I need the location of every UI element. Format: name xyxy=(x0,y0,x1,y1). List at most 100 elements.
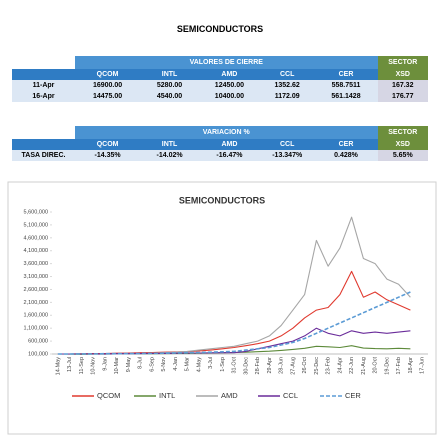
cell: 5280.00 xyxy=(140,80,199,91)
cell: 561.1428 xyxy=(314,91,378,102)
x-tick-label: 28-Feb xyxy=(255,357,261,374)
row-label: 16-Apr xyxy=(12,91,76,102)
x-tick-label: 10-Mar xyxy=(114,357,120,375)
column-header: CER xyxy=(314,69,378,80)
x-tick-label: 4-Jan xyxy=(173,357,179,371)
y-tick-label: 1,100,000 xyxy=(24,326,48,332)
x-tick-label: 29-Apr xyxy=(267,357,273,374)
blank-cell xyxy=(12,69,76,80)
series-line xyxy=(57,291,411,355)
x-tick-label: 14-May xyxy=(55,357,61,376)
x-tick-label: 20-Oct xyxy=(373,357,379,374)
group-header: VARIACION % xyxy=(75,126,378,139)
x-tick-label: 3-Jul xyxy=(208,357,214,369)
y-tick-label: 600,000 xyxy=(28,339,48,345)
y-tick-label: 2,600,000 xyxy=(24,287,48,293)
column-header-row: QCOM INTL AMD CCL CER XSD xyxy=(12,139,428,150)
column-header: CCL xyxy=(259,69,315,80)
cell: 176.77 xyxy=(377,91,428,102)
cell: 558.7511 xyxy=(314,80,378,91)
cell: 4540.00 xyxy=(140,91,199,102)
legend-label: CER xyxy=(345,391,361,400)
cell: 1352.62 xyxy=(259,80,315,91)
y-tick-label: 1,600,000 xyxy=(24,313,48,319)
legend-label: QCOM xyxy=(97,391,120,400)
cell: 0.428% xyxy=(314,150,378,161)
y-tick-label: 4,600,000 xyxy=(24,235,48,241)
header-row: VALORES DE CIERRE SECTOR xyxy=(12,56,428,69)
y-tick-label: 3,100,000 xyxy=(24,274,48,280)
row-label: 11-Apr xyxy=(12,80,76,91)
legend-label: INTL xyxy=(159,391,175,400)
x-tick-label: 17-Jun xyxy=(420,357,426,374)
column-header-row: QCOM INTL AMD CCL CER XSD xyxy=(12,69,428,80)
cell: 12450.00 xyxy=(198,80,260,91)
column-header: XSD xyxy=(377,139,428,150)
cell: -13.347% xyxy=(259,150,315,161)
x-tick-label: 6-Sep xyxy=(149,357,155,372)
cell: -16.47% xyxy=(198,150,260,161)
y-tick-label: 5,600,000 xyxy=(24,209,48,215)
column-header: QCOM xyxy=(75,139,141,150)
x-tick-label: 9-May xyxy=(126,357,132,373)
x-tick-label: 1-Sep xyxy=(220,357,226,372)
x-tick-label: 31-Oct xyxy=(232,357,238,374)
x-tick-label: 26-Oct xyxy=(302,357,308,374)
column-header: INTL xyxy=(140,139,199,150)
blank-cell xyxy=(12,139,76,150)
x-tick-label: 25-Dec xyxy=(314,357,320,375)
cell: 14475.00 xyxy=(75,91,141,102)
x-tick-label: 19-Dec xyxy=(384,357,390,375)
cell: 5.65% xyxy=(377,150,428,161)
x-tick-label: 24-Apr xyxy=(337,357,343,374)
column-header: AMD xyxy=(198,69,260,80)
x-tick-label: 9-Jan xyxy=(102,357,108,371)
cell: 167.32 xyxy=(377,80,428,91)
header-row: VARIACION % SECTOR xyxy=(12,126,428,139)
column-header: INTL xyxy=(140,69,199,80)
x-tick-label: 11-Sep xyxy=(79,357,85,374)
y-tick-label: 3,600,000 xyxy=(24,261,48,267)
x-tick-label: 13-Jul xyxy=(67,357,73,372)
sector-header: SECTOR xyxy=(377,126,428,139)
x-tick-label: 5-Mar xyxy=(185,357,191,372)
variation-table: VARIACION % SECTOR QCOM INTL AMD CCL CER XSD TAS… xyxy=(12,126,428,161)
y-tick-label: 100,000 xyxy=(28,351,48,357)
column-header: XSD xyxy=(377,69,428,80)
cell: -14.02% xyxy=(140,150,199,161)
x-tick-label: 5-Nov xyxy=(161,357,167,372)
chart-frame xyxy=(7,181,437,435)
data-row: TASA DIREC. -14.35% -14.02% -16.47% -13.347%… xyxy=(12,150,428,161)
data-row: 16-Apr 14475.00 4540.00 10400.00 1172.09 561.… xyxy=(12,91,428,102)
group-header: VALORES DE CIERRE xyxy=(75,56,378,69)
chart-title: SEMICONDUCTORS xyxy=(179,195,265,205)
x-tick-label: 18-Apr xyxy=(408,357,414,374)
x-tick-label: 22-Jun xyxy=(349,357,355,374)
closing-values-table: VALORES DE CIERRE SECTOR QCOM INTL AMD CCL CER… xyxy=(12,56,428,102)
column-header: AMD xyxy=(198,139,260,150)
legend-label: CCL xyxy=(283,391,298,400)
y-tick-label: 2,100,000 xyxy=(24,300,48,306)
cell: -14.35% xyxy=(75,150,141,161)
x-tick-label: 10-Nov xyxy=(91,357,97,375)
row-label: TASA DIREC. xyxy=(12,150,76,161)
page-title: SEMICONDUCTORS xyxy=(176,24,264,34)
x-tick-label: 17-Feb xyxy=(396,357,402,374)
y-tick-label: 5,100,000 xyxy=(24,222,48,228)
data-row: 11-Apr 16900.00 5280.00 12450.00 1352.62 558.… xyxy=(12,80,428,91)
x-tick-label: 27-Aug xyxy=(290,357,296,375)
y-tick-label: 4,100,000 xyxy=(24,248,48,254)
cell: 10400.00 xyxy=(198,91,260,102)
sector-header: SECTOR xyxy=(377,56,428,69)
x-tick-label: 28-Jun xyxy=(279,357,285,374)
x-tick-label: 23-Feb xyxy=(326,357,332,374)
x-tick-label: 4-May xyxy=(196,357,202,373)
column-header: CCL xyxy=(259,139,315,150)
x-tick-label: 21-Aug xyxy=(361,357,367,375)
column-header: QCOM xyxy=(75,69,141,80)
x-tick-label: 8-Jul xyxy=(138,357,144,369)
legend-label: AMD xyxy=(221,391,238,400)
x-tick-label: 30-Dec xyxy=(243,357,249,375)
